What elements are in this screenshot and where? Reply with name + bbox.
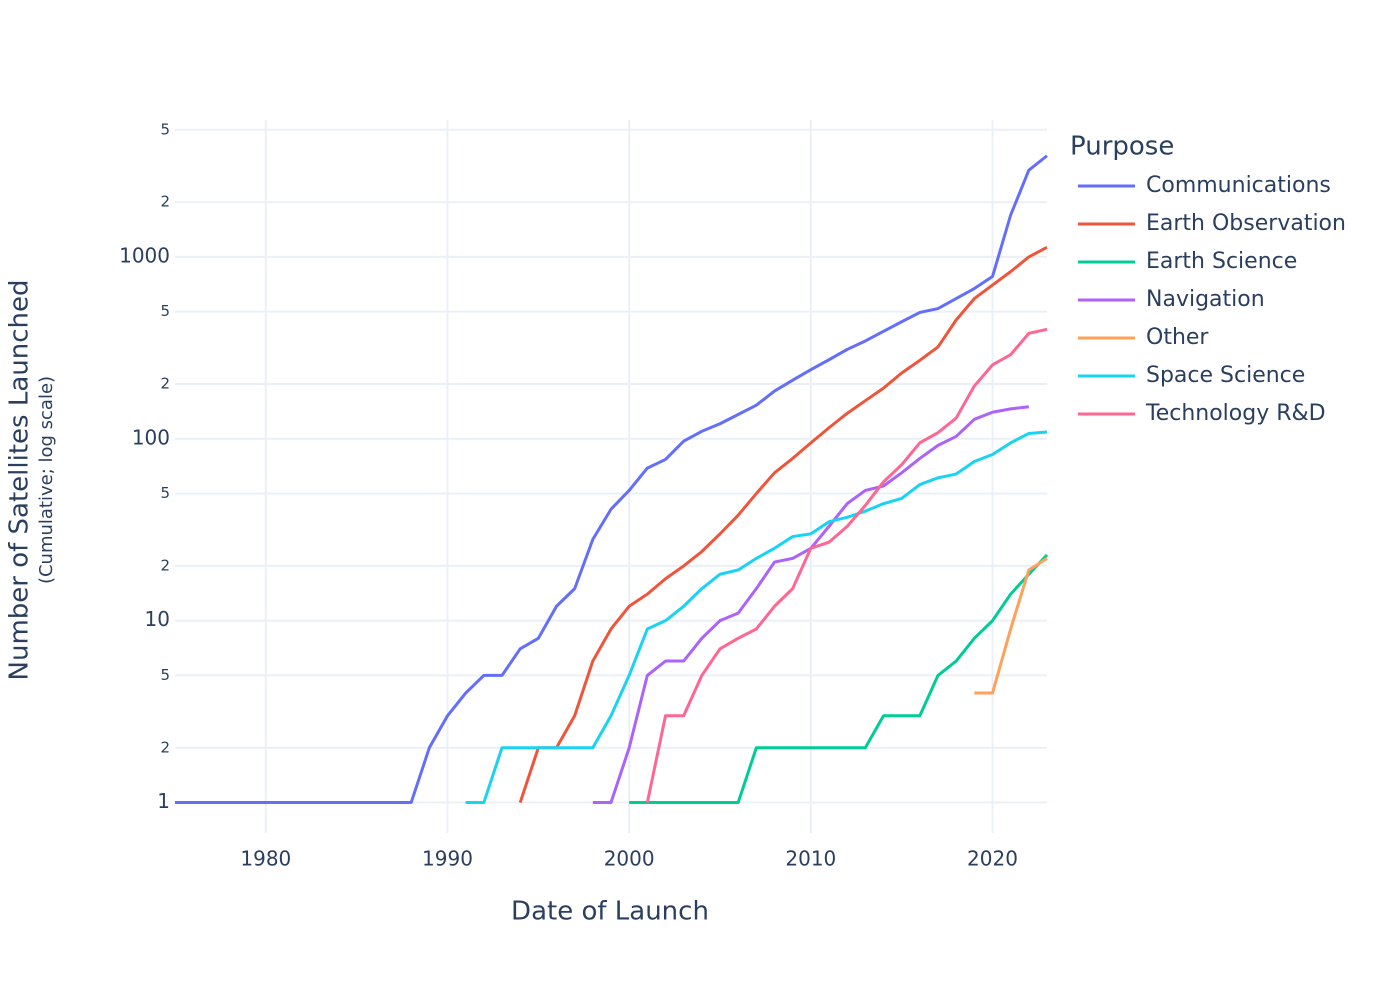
x-tick-label: 1990 — [422, 847, 473, 871]
y-tick-label: 2 — [160, 738, 170, 756]
x-tick-label: 2000 — [604, 847, 655, 871]
legend-label: Communications — [1146, 173, 1331, 198]
y-tick-label: 10 — [145, 607, 170, 631]
legend-label: Other — [1146, 325, 1209, 350]
x-tick-label: 1980 — [240, 847, 291, 871]
y-tick-label: 5 — [160, 302, 170, 320]
y-tick-label: 2 — [160, 556, 170, 574]
y-tick-label: 1000 — [119, 243, 170, 267]
y-tick-label: 5 — [160, 666, 170, 684]
legend-label: Earth Science — [1146, 249, 1297, 274]
series-line — [465, 430, 1048, 805]
series-line — [175, 154, 1048, 805]
series-line — [645, 327, 1048, 803]
legend-label: Earth Observation — [1146, 211, 1346, 236]
x-axis-title: Date of Launch — [511, 897, 709, 927]
y-tick-label: 2 — [160, 375, 170, 393]
legend-title: Purpose — [1070, 132, 1174, 162]
series-line — [629, 553, 1049, 805]
y-tick-label: 2 — [160, 193, 170, 211]
x-tick-label: 2020 — [967, 847, 1018, 871]
y-tick-label: 1 — [157, 789, 170, 813]
series-line — [518, 245, 1048, 804]
series-line — [974, 557, 1048, 695]
legend-label: Space Science — [1146, 363, 1305, 388]
legend-label: Technology R&D — [1145, 401, 1326, 426]
y-tick-label: 100 — [132, 425, 170, 449]
y-tick-label: 5 — [160, 120, 170, 138]
legend-label: Navigation — [1146, 287, 1265, 312]
y-axis-title: Number of Satellites Launched — [5, 280, 35, 681]
x-tick-label: 2010 — [785, 847, 836, 871]
y-axis-subtitle: (Cumulative; log scale) — [36, 376, 57, 584]
y-tick-label: 5 — [160, 484, 170, 502]
